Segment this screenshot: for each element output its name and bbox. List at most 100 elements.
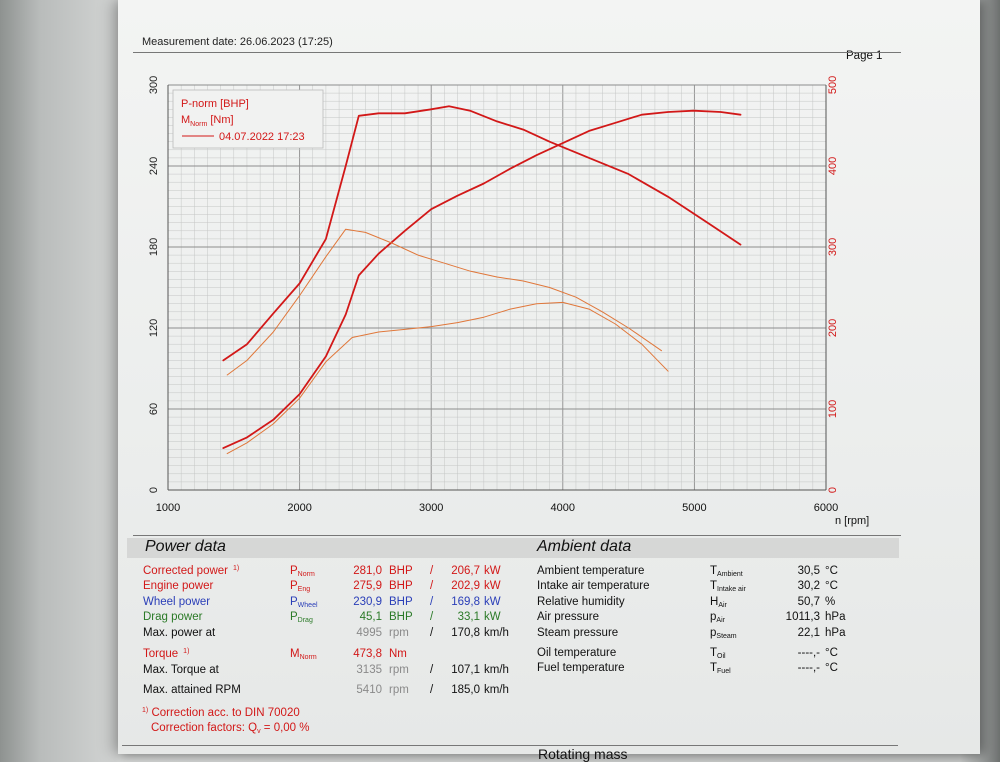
power-row-value: 3135: [356, 664, 382, 676]
ambient-row-symbol: HAir: [710, 596, 727, 609]
footnote-din: 1) Correction acc. to DIN 70020: [142, 707, 300, 719]
power-row-value: 230,9: [353, 596, 382, 608]
power-row-unit-2: kW: [484, 565, 501, 577]
page-number: Page 1: [846, 50, 883, 62]
ambient-row-label: Ambient temperature: [537, 565, 645, 577]
ambient-row-unit: hPa: [825, 627, 846, 639]
power-row-separator: /: [430, 627, 434, 639]
x-tick-label: 5000: [682, 502, 706, 514]
power-row-separator: /: [430, 580, 434, 592]
power-row-unit: BHP: [389, 611, 413, 623]
ambient-row-symbol: TAmbient: [710, 565, 743, 578]
left-y-tick-label: 180: [148, 238, 160, 256]
power-row-value-2: 107,1: [451, 664, 480, 676]
ambient-row-label: Fuel temperature: [537, 662, 625, 674]
chart-legend: P-norm [BHP] MNorm [Nm] 04.07.2022 17:23: [172, 89, 324, 149]
left-y-tick-labels: 0 60 120 180 240 300: [148, 76, 160, 493]
power-row-value-2: 206,7: [451, 565, 480, 577]
x-tick-labels: 1000 2000 3000 4000 5000 6000: [156, 502, 838, 514]
ambient-data-title: Ambient data: [537, 538, 632, 555]
right-y-tick-label: 400: [827, 157, 839, 175]
series-line: [222, 109, 742, 449]
series-line: [222, 105, 742, 362]
ambient-row-value: 1011,3: [785, 611, 820, 623]
power-row-separator: /: [430, 596, 434, 608]
ambient-row-unit: hPa: [825, 611, 846, 623]
dyno-chart: 1000 2000 3000 4000 5000 6000 060120180240300…: [148, 76, 869, 527]
ambient-row-symbol: TOil: [710, 647, 726, 660]
series-line: [226, 228, 662, 376]
power-row-value: 473,8: [353, 648, 382, 660]
correction-factors: Correction factors: Qv = 0,00 %: [151, 722, 310, 735]
power-row-label: Wheel power: [143, 596, 211, 608]
power-row-separator: /: [430, 664, 434, 676]
ambient-row-value: 30,2: [797, 580, 820, 592]
ambient-row-label: Air pressure: [537, 611, 599, 623]
power-row-label: Engine power: [143, 580, 214, 592]
power-row-label: Max. Torque at: [143, 664, 219, 676]
power-row-separator: /: [430, 611, 434, 623]
power-row-symbol: PNorm: [290, 565, 315, 578]
ambient-row-value: 22,1: [797, 627, 820, 639]
power-row-value: 281,0: [353, 565, 382, 577]
right-y-tick-labels: 0 100 200 300 400 500: [827, 76, 839, 493]
chart-bottom-rule: [133, 535, 901, 536]
power-row-unit: rpm: [389, 664, 409, 676]
x-tick-label: 4000: [551, 502, 575, 514]
left-y-tick-label: 240: [148, 157, 160, 175]
ambient-row-label: Relative humidity: [537, 596, 625, 608]
power-row-value-2: 185,0: [451, 684, 480, 696]
power-row-unit: Nm: [389, 648, 407, 660]
power-row-label: Corrected power 1): [143, 565, 240, 577]
power-row-unit: BHP: [389, 580, 413, 592]
rotating-mass-title-partial: Rotating mass: [538, 746, 628, 762]
power-row-unit: BHP: [389, 596, 413, 608]
data-section-header-bar: [127, 538, 899, 558]
left-y-tick-label: 300: [148, 76, 160, 94]
x-axis-label: n [rpm]: [835, 515, 869, 527]
measurement-date: Measurement date: 26.06.2023 (17:25): [142, 36, 333, 48]
ambient-row-unit: °C: [825, 580, 838, 592]
power-row-value-2: 202,9: [451, 580, 480, 592]
ambient-row-symbol: TFuel: [710, 662, 731, 675]
right-y-tick-label: 200: [827, 319, 839, 337]
left-y-tick-label: 60: [148, 403, 160, 415]
power-row-value: 45,1: [359, 611, 382, 623]
ambient-row-label: Intake air temperature: [537, 580, 650, 592]
legend-power: P-norm [BHP]: [181, 98, 249, 110]
ambient-row-label: Oil temperature: [537, 647, 617, 659]
power-row-unit: rpm: [389, 627, 409, 639]
legend-torque: MNorm [Nm]: [181, 114, 234, 128]
ambient-row-label: Steam pressure: [537, 627, 619, 639]
power-row-unit-2: km/h: [484, 684, 509, 696]
series-line: [226, 301, 669, 455]
ambient-row-value: 30,5: [797, 565, 820, 577]
power-row-unit-2: km/h: [484, 627, 509, 639]
power-row-label: Max. attained RPM: [143, 684, 241, 696]
power-row-symbol: PWheel: [290, 596, 318, 609]
left-y-tick-label: 120: [148, 319, 160, 337]
power-row-separator: /: [430, 684, 434, 696]
x-tick-label: 2000: [287, 502, 311, 514]
power-row-symbol: PDrag: [290, 611, 313, 624]
power-row-unit-2: kW: [484, 580, 501, 592]
power-row-unit: rpm: [389, 684, 409, 696]
ambient-row-unit: °C: [825, 565, 838, 577]
power-row-value: 5410: [356, 684, 382, 696]
power-row-label: Torque 1): [143, 648, 190, 660]
power-row-unit-2: kW: [484, 611, 501, 623]
ambient-row-unit: °C: [825, 647, 838, 659]
chart-series: [222, 105, 742, 455]
ambient-row-symbol: TIntake air: [710, 580, 746, 593]
section-rule: [122, 745, 898, 746]
ambient-row-symbol: pAir: [710, 611, 725, 624]
ambient-row-unit: °C: [825, 662, 838, 674]
legend-reference-run: 04.07.2022 17:23: [219, 131, 305, 143]
power-row-label: Drag power: [143, 611, 203, 623]
ambient-row-value: ----,-: [797, 662, 820, 674]
x-tick-label: 1000: [156, 502, 180, 514]
footnote-marker: 1): [233, 565, 240, 572]
right-y-tick-label: 100: [827, 400, 839, 418]
right-y-tick-label: 300: [827, 238, 839, 256]
left-y-tick-label: 0: [148, 487, 160, 493]
